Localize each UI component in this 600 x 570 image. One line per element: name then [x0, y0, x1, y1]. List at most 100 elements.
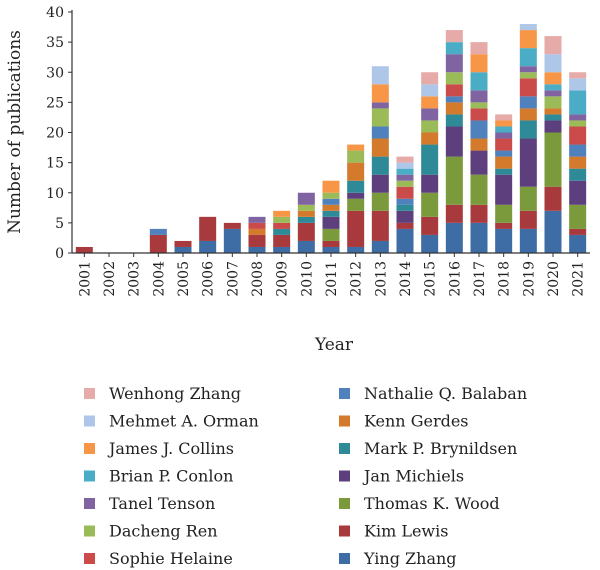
bar-segment-2020-ying-zhang: [544, 210, 562, 253]
y-tick-label: 30: [46, 65, 64, 81]
bar-segment-2015-kenn-gerdes: [421, 132, 439, 145]
bar-segment-2018-tanel-tenson: [495, 132, 513, 139]
x-tick-label: 2012: [349, 261, 365, 297]
legend-label: Sophie Helaine: [109, 549, 233, 568]
bar-segment-2018-nathalie-q-balaban: [495, 150, 513, 157]
bar-segment-2017-kim-lewis: [470, 204, 488, 223]
bar-segment-2020-thomas-k-wood: [544, 132, 562, 187]
bar-segment-2017-brian-p-conlon: [470, 72, 488, 91]
bar-segment-2011-jan-michiels: [322, 216, 340, 229]
bar-segment-2004-kim-lewis: [149, 234, 167, 253]
x-tick-label: 2018: [497, 261, 513, 297]
x-tick-label: 2005: [176, 261, 192, 297]
y-tick-label: 20: [46, 126, 64, 142]
y-tick-label: 10: [46, 186, 64, 202]
bar-segment-2014-brian-p-conlon: [396, 168, 414, 175]
bar-segment-2010-mark-p-brynildsen: [297, 216, 315, 223]
bar-segment-2017-dacheng-ren: [470, 102, 488, 109]
bar-segment-2019-kim-lewis: [519, 210, 537, 229]
bar-segment-2012-dacheng-ren: [347, 150, 365, 163]
bar-segment-2008-sophie-helaine: [248, 222, 266, 229]
x-tick-label: 2021: [571, 261, 587, 297]
bar-segment-2018-sophie-helaine: [495, 138, 513, 151]
bar-segment-2018-kenn-gerdes: [495, 156, 513, 169]
bar-segment-2016-jan-michiels: [445, 126, 463, 157]
bar-segment-2021-ying-zhang: [569, 234, 587, 253]
x-tick-label: 2004: [151, 261, 167, 297]
legend-item-brian-p-conlon: Brian P. Conlon: [84, 467, 233, 486]
bar-segment-2016-kenn-gerdes: [445, 102, 463, 115]
y-tick-label: 25: [46, 95, 64, 111]
plot-area: [75, 24, 587, 254]
y-tick-label: 0: [55, 246, 64, 262]
y-tick-label: 40: [46, 5, 64, 21]
x-tick-label: 2003: [127, 261, 143, 297]
bar-segment-2010-dacheng-ren: [297, 204, 315, 211]
bar-segment-2021-brian-p-conlon: [569, 90, 587, 115]
bar-segment-2013-james-j-collins: [371, 84, 389, 103]
bar-segment-2013-thomas-k-wood: [371, 192, 389, 211]
x-tick-label: 2015: [423, 261, 439, 297]
legend-swatch: [84, 525, 95, 537]
bar-segment-2021-dacheng-ren: [569, 120, 587, 127]
bar-segment-2018-james-j-collins: [495, 120, 513, 127]
bar-segment-2005-ying-zhang: [174, 246, 192, 253]
bar-segment-2011-ying-zhang: [322, 246, 340, 253]
x-tick-label: 2006: [201, 261, 217, 297]
bar-segment-2013-ying-zhang: [371, 240, 389, 253]
x-tick-label: 2008: [250, 261, 266, 297]
bar-segment-2015-wenhong-zhang: [421, 72, 439, 85]
bar-segment-2010-ying-zhang: [297, 240, 315, 253]
x-tick-label: 2001: [77, 261, 93, 297]
legend-label: Nathalie Q. Balaban: [364, 384, 527, 403]
bar-segment-2009-sophie-helaine: [273, 222, 291, 229]
legend-item-james-j-collins: James J. Collins: [84, 439, 234, 458]
legend: Wenhong Zhang Nathalie Q. Balaban Mehmet A…: [84, 384, 527, 568]
bar-segment-2021-kenn-gerdes: [569, 156, 587, 169]
bar-segment-2020-wenhong-zhang: [544, 36, 562, 55]
bar-segment-2021-nathalie-q-balaban: [569, 144, 587, 157]
bar-segment-2020-brian-p-conlon: [544, 84, 562, 91]
bar-segment-2016-brian-p-conlon: [445, 42, 463, 55]
bar-segment-2013-jan-michiels: [371, 174, 389, 193]
bar-segment-2015-james-j-collins: [421, 96, 439, 109]
y-tick-label: 15: [46, 156, 64, 172]
bar-segment-2008-kim-lewis: [248, 234, 266, 247]
bar-segment-2016-kim-lewis: [445, 204, 463, 223]
bar-segment-2019-brian-p-conlon: [519, 48, 537, 67]
legend-label: Kenn Gerdes: [364, 412, 469, 431]
legend-label: Ying Zhang: [363, 549, 457, 568]
bar-segment-2016-sophie-helaine: [445, 84, 463, 97]
bar-segment-2009-mark-p-brynildsen: [273, 228, 291, 235]
bar-segment-2014-jan-michiels: [396, 210, 414, 223]
legend-swatch: [339, 415, 350, 427]
bar-segment-2014-kim-lewis: [396, 222, 414, 229]
bar-segment-2008-ying-zhang: [248, 246, 266, 253]
bar-segment-2012-thomas-k-wood: [347, 198, 365, 211]
x-tick-label: 2019: [521, 261, 537, 297]
bar-segment-2019-kenn-gerdes: [519, 108, 537, 121]
bar-segment-2014-dacheng-ren: [396, 180, 414, 187]
bar-segment-2013-kim-lewis: [371, 210, 389, 241]
bar-segment-2019-dacheng-ren: [519, 72, 537, 79]
legend-swatch: [84, 498, 95, 509]
legend-swatch: [339, 525, 350, 537]
bar-segment-2017-thomas-k-wood: [470, 174, 488, 205]
legend-item-ying-zhang: Ying Zhang: [339, 549, 457, 568]
bar-segment-2001-kim-lewis: [75, 246, 93, 253]
bar-segment-2006-kim-lewis: [199, 216, 217, 241]
bar-segment-2017-wenhong-zhang: [470, 42, 488, 55]
bar-segment-2015-tanel-tenson: [421, 108, 439, 121]
bar-segment-2018-jan-michiels: [495, 174, 513, 205]
bar-segment-2009-kim-lewis: [273, 234, 291, 247]
legend-label: Mark P. Brynildsen: [364, 439, 517, 458]
bar-segment-2014-mehmet-a-orman: [396, 162, 414, 169]
bar-segment-2007-kim-lewis: [223, 222, 241, 229]
bar-segment-2020-jan-michiels: [544, 120, 562, 133]
bar-segment-2008-tanel-tenson: [248, 216, 266, 223]
bar-segment-2021-tanel-tenson: [569, 114, 587, 121]
bar-segment-2015-kim-lewis: [421, 216, 439, 235]
bar-segment-2004-nathalie-q-balaban: [149, 228, 167, 235]
legend-label: Wenhong Zhang: [109, 384, 241, 403]
